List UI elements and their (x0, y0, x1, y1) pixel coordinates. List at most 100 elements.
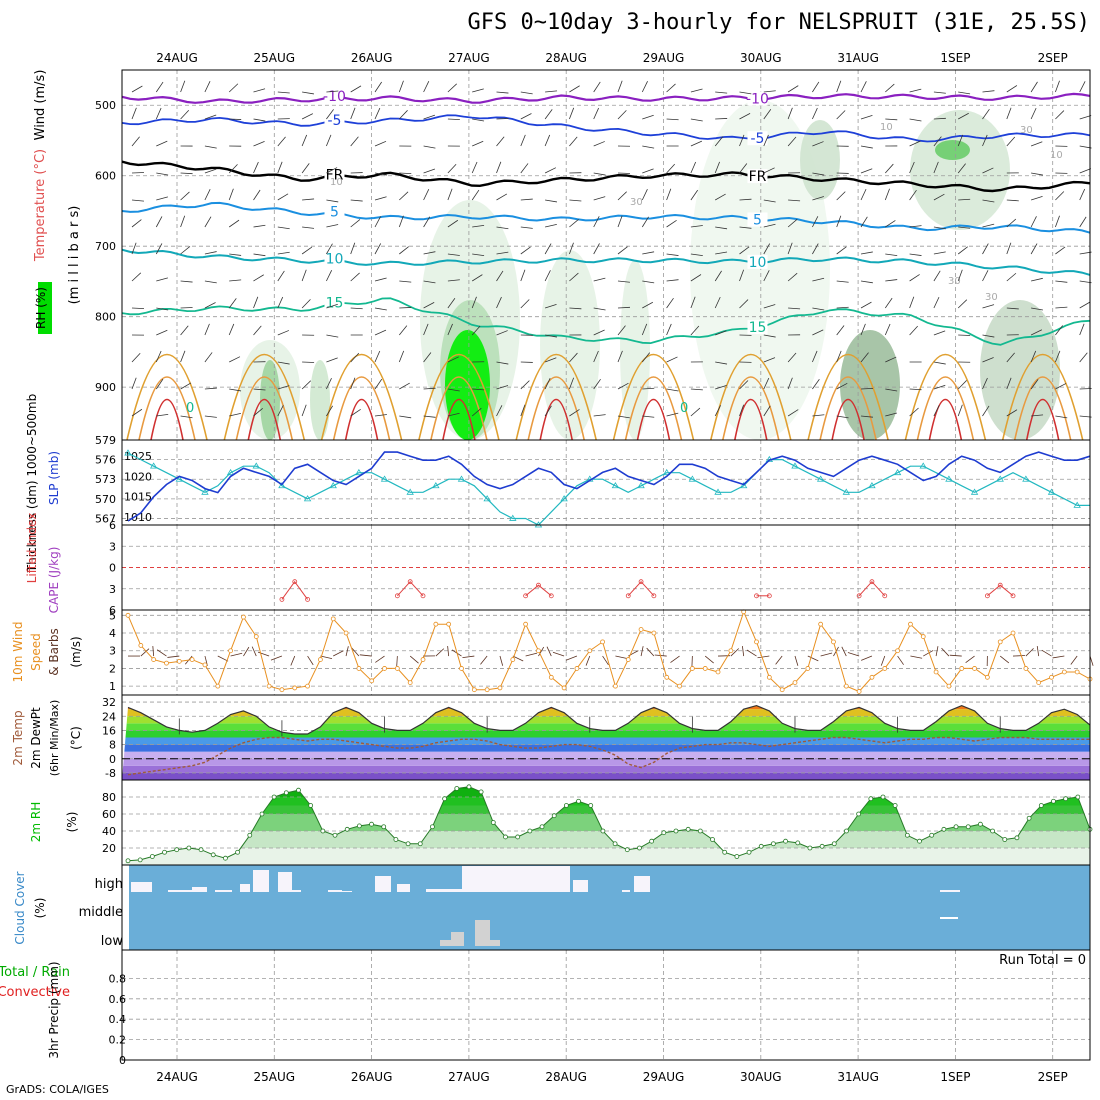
wind-barb (496, 251, 509, 255)
li-point (292, 579, 298, 585)
wind-barb (812, 329, 824, 336)
warm-contour (1001, 353, 1084, 441)
wind-barb (277, 136, 286, 147)
wind-speed-point (317, 657, 323, 662)
wind-barb (471, 274, 483, 282)
wind-barb (545, 334, 557, 338)
wind-barb (1006, 272, 1017, 282)
temp-band (122, 716, 1090, 724)
wind-barb (593, 141, 605, 147)
wind-speed-point (869, 674, 875, 680)
wind-barb (374, 140, 387, 147)
thickness-point (380, 475, 389, 482)
wind-barb (447, 163, 457, 174)
rh-shading (310, 360, 330, 440)
wind-barb (982, 243, 989, 255)
wind-barb-10m (320, 655, 333, 660)
wind-barb (544, 357, 557, 363)
wind-speed-point (805, 666, 811, 671)
wind-barb (399, 415, 412, 419)
warm-contour (612, 353, 695, 441)
wind-barb (860, 81, 867, 93)
time-label-bottom: 25AUG (254, 1070, 296, 1084)
wind-barb (253, 274, 264, 282)
rh2m-point (917, 838, 922, 844)
rh-shading (540, 250, 600, 440)
thickness-point (688, 475, 697, 482)
wind-barb (642, 145, 655, 149)
wind-barb (350, 377, 356, 390)
wind-barb (957, 380, 967, 390)
temp-band (122, 772, 1090, 780)
wind-speed-point (433, 621, 439, 627)
wind-speed-point (689, 666, 695, 671)
wind-barb (156, 277, 168, 282)
wind-barb (569, 85, 580, 93)
cloud-bar-middle (940, 917, 958, 919)
wind-barb (933, 193, 945, 201)
thickness-point (868, 481, 876, 489)
wind-barb-10m (999, 655, 1010, 664)
wind-barb (933, 384, 946, 390)
rh2m-point (405, 841, 411, 847)
wind-barb (544, 377, 551, 390)
cloud-bar-high (168, 890, 192, 892)
y-tick-label: 24 (102, 710, 116, 723)
wind-speed-point (459, 666, 464, 671)
wind-barb (1055, 325, 1064, 336)
wind-barb (909, 118, 922, 122)
wind-barb-10m (646, 647, 655, 657)
temp-band (122, 705, 1090, 710)
wind-speed-point (587, 648, 593, 654)
wind-barb (277, 251, 290, 255)
wind-barb (131, 352, 141, 363)
wind-barb (812, 172, 825, 176)
wind-barb (1055, 306, 1068, 309)
wind-barb (326, 90, 339, 93)
y-tick-label: 5 (109, 609, 116, 622)
wind-barb (836, 382, 848, 390)
li-point (523, 593, 529, 599)
rh2m-point (125, 858, 131, 864)
wind-barb (204, 323, 210, 336)
wind-barb (423, 280, 436, 284)
wind-barb (277, 330, 290, 336)
wind-barb (982, 167, 994, 174)
wind-barb (423, 189, 430, 201)
rh2m-point (223, 855, 228, 861)
rh-bands (122, 786, 1090, 865)
wind-barb-10m (290, 655, 296, 666)
thickness-point (560, 495, 568, 502)
wind-barb (423, 216, 431, 228)
rh-band (122, 786, 1090, 789)
wind-barb (277, 361, 290, 365)
wind-barb-10m (602, 655, 609, 666)
wind-barb (593, 196, 606, 201)
rh2m-point (637, 845, 642, 851)
wind-barb (229, 388, 242, 392)
wind-speed-point (497, 685, 503, 691)
cloud-bar-high (278, 872, 292, 892)
thickness-point (945, 475, 953, 482)
rh2m-point (430, 824, 435, 830)
wind-barb (1031, 414, 1044, 417)
wind-barb (1055, 215, 1060, 228)
wind-barb (471, 189, 480, 201)
wind-barb (860, 168, 873, 174)
contour-label-bg (747, 169, 768, 184)
contour-label-bg (324, 251, 345, 266)
wind-barb (1031, 307, 1044, 311)
wind-barb-10m (847, 652, 860, 657)
wind-barb (423, 168, 436, 174)
rh2m-point (856, 811, 862, 817)
thickness-point (1022, 475, 1030, 482)
y-tick-label: 573 (95, 473, 116, 486)
wind-barb (1079, 301, 1091, 309)
wind-barb (933, 330, 946, 336)
wind-barb (496, 270, 504, 282)
rh-contour-label: 30 (630, 197, 643, 208)
rh-shading (690, 100, 830, 440)
rh2m-point (953, 824, 959, 830)
thickness-point (893, 468, 902, 476)
warm-contour (515, 353, 597, 441)
